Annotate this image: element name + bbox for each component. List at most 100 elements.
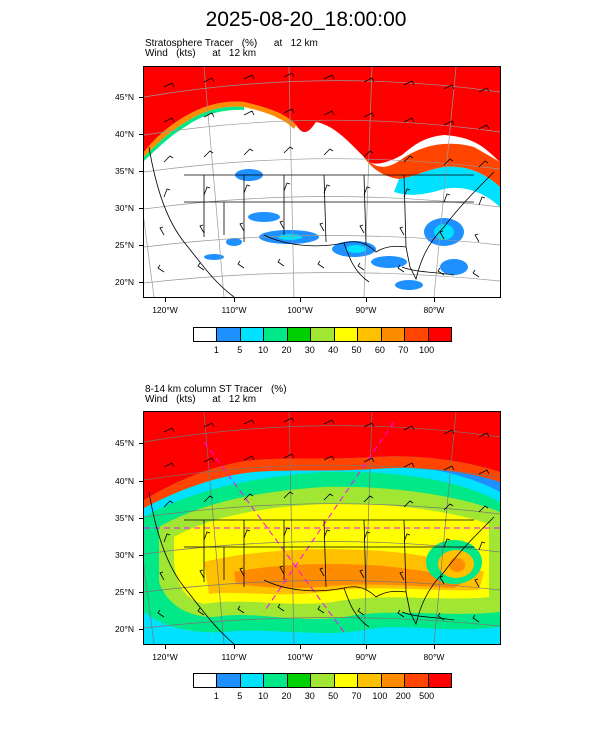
- panel-1-lon-90: 90°W: [355, 305, 377, 315]
- tracer-red-region: [144, 412, 500, 500]
- panel-1-subtitle-line2: Wind (kts) at 12 km: [145, 48, 257, 59]
- panel-2-subtitle-line1: 8-14 km column ST Tracer (%): [145, 384, 287, 395]
- tracer-teal-edge: [144, 106, 244, 161]
- map-panel-2: [143, 411, 501, 645]
- panel-1-lon-tick: [165, 298, 166, 302]
- panel-2-lat-40: 40°N: [115, 476, 134, 486]
- legend-color-box: [334, 328, 359, 341]
- legend-panel-2: [193, 673, 452, 688]
- legend-color-box: [194, 674, 218, 687]
- legend-color-box: [358, 328, 382, 341]
- legend-label: 1: [213, 691, 219, 701]
- panel-2-lon-tick: [234, 645, 235, 649]
- coastlines: [148, 146, 495, 297]
- panel-1-lat-35: 35°N: [115, 166, 134, 176]
- legend-label: 10: [258, 691, 269, 701]
- panel-1-lon-80: 80°W: [423, 305, 445, 315]
- panel-1-lat-45: 45°N: [115, 92, 134, 102]
- cross-section-lines: [144, 421, 500, 633]
- tracer-orange-edge: [144, 101, 296, 157]
- tracer-storm-core: [449, 558, 465, 572]
- panel-2-lat-tick: [139, 592, 143, 593]
- legend-color-box: [240, 674, 265, 687]
- wind-barbs: [157, 417, 490, 623]
- panel-1-lat-tick: [139, 171, 143, 172]
- legend-color-box: [381, 328, 406, 341]
- legend-color-box: [311, 674, 335, 687]
- panel-1-lon-100: 100°W: [287, 305, 313, 315]
- legend-label: 10: [258, 345, 269, 355]
- panel-2-subtitle-line2: Wind (kts) at 12 km: [145, 394, 257, 405]
- panel-1-lon-tick: [434, 298, 435, 302]
- legend-label: 200: [395, 691, 411, 701]
- panel-2-lon-90: 90°W: [355, 652, 377, 662]
- panel-2-lon-tick: [300, 645, 301, 649]
- panel-2-lat-20: 20°N: [115, 624, 134, 634]
- map-panel-1: [143, 66, 501, 298]
- legend-label: 20: [281, 345, 292, 355]
- legend-color-box: [405, 328, 429, 341]
- legend-label: 70: [351, 691, 362, 701]
- tracer-red-region: [144, 67, 500, 164]
- legend-label: 20: [281, 691, 292, 701]
- panel-1-lat-tick: [139, 134, 143, 135]
- panel-1-lon-tick: [234, 298, 235, 302]
- legend-label: 40: [328, 345, 339, 355]
- legend-color-box: [381, 674, 406, 687]
- graticule: [144, 67, 500, 297]
- map-panel-1-canvas: [144, 67, 500, 297]
- legend-label: 5: [237, 691, 243, 701]
- panel-2-lon-tick: [165, 645, 166, 649]
- legend-color-box: [358, 674, 382, 687]
- panel-2-lat-45: 45°N: [115, 438, 134, 448]
- legend-panel-1: [193, 327, 452, 342]
- legend-color-box: [428, 674, 451, 687]
- panel-1-lat-tick: [139, 97, 143, 98]
- tracer-cyan-patches: [278, 224, 454, 253]
- panel-1-lon-tick: [366, 298, 367, 302]
- tracer-east-band: [364, 143, 500, 187]
- legend-label: 100: [419, 345, 435, 355]
- legend-color-box: [264, 328, 288, 341]
- legend-label: 50: [328, 691, 339, 701]
- panel-1-subtitle-line1: Stratosphere Tracer (%) at 12 km: [145, 38, 318, 49]
- panel-2-lat-tick: [139, 629, 143, 630]
- panel-2-lat-25: 25°N: [115, 587, 134, 597]
- legend-label: 60: [374, 345, 385, 355]
- panel-1-lon-110: 110°W: [221, 305, 247, 315]
- panel-1-lat-25: 25°N: [115, 240, 134, 250]
- panel-1-lat-tick: [139, 245, 143, 246]
- panel-2-lat-35: 35°N: [115, 513, 134, 523]
- panel-1-lat-tick: [139, 282, 143, 283]
- legend-label: 1: [213, 345, 219, 355]
- legend-color-box: [334, 674, 359, 687]
- legend-label: 50: [351, 345, 362, 355]
- panel-2-lat-tick: [139, 481, 143, 482]
- panel-2-lon-80: 80°W: [423, 652, 445, 662]
- panel-2-lon-120: 120°W: [152, 652, 178, 662]
- panel-1-lat-40: 40°N: [115, 129, 134, 139]
- legend-label: 70: [398, 345, 409, 355]
- legend-color-box: [405, 674, 429, 687]
- panel-1-lat-tick: [139, 208, 143, 209]
- legend-color-box: [264, 674, 288, 687]
- legend-label: 100: [372, 691, 388, 701]
- panel-2-lat-tick: [139, 443, 143, 444]
- legend-label: 30: [304, 691, 315, 701]
- panel-1-lon-tick: [300, 298, 301, 302]
- panel-2-lat-tick: [139, 518, 143, 519]
- coastlines: [148, 491, 495, 644]
- legend-color-box: [287, 328, 312, 341]
- legend-color-box: [428, 328, 451, 341]
- legend-label: 30: [304, 345, 315, 355]
- panel-2-lon-110: 110°W: [221, 652, 247, 662]
- panel-2-lat-30: 30°N: [115, 550, 134, 560]
- panel-2-lon-100: 100°W: [287, 652, 313, 662]
- panel-2-lat-tick: [139, 555, 143, 556]
- legend-label: 5: [237, 345, 243, 355]
- panel-2-lon-tick: [434, 645, 435, 649]
- tracer-east-teal: [394, 166, 500, 207]
- legend-color-box: [287, 674, 312, 687]
- panel-1-lon-120: 120°W: [152, 305, 178, 315]
- legend-color-box: [194, 328, 218, 341]
